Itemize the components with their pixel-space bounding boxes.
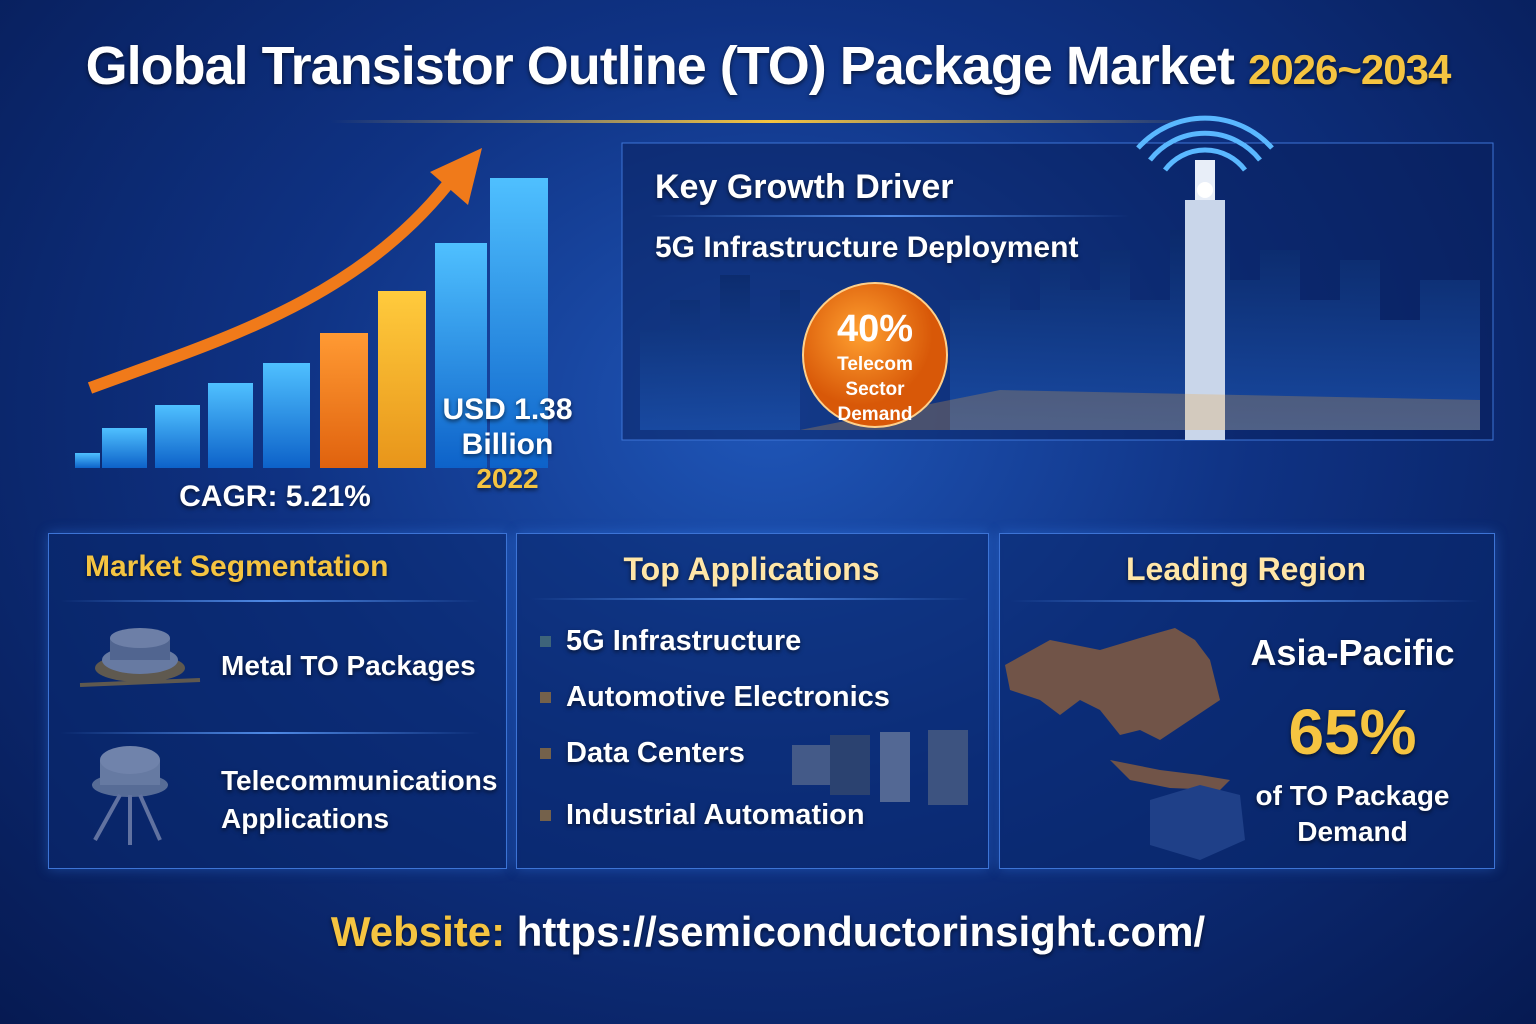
application-item: 5G Infrastructure	[566, 625, 802, 657]
market-unit: Billion	[461, 428, 554, 461]
region-share: 65%	[1288, 696, 1417, 768]
segmentation-panel	[48, 533, 507, 869]
footer: Website: https://semiconductorinsight.co…	[0, 908, 1536, 956]
driver: 5G Infrastructure Deployment	[655, 231, 1079, 264]
growth-bars	[75, 148, 548, 468]
footer-url: https://semiconductorinsight.com/	[516, 908, 1206, 955]
footer-label: Website:	[330, 908, 506, 955]
segmentation-heading: Market Segmentation	[85, 550, 389, 583]
driver-share-label: Telecom Sector Demand	[837, 354, 913, 425]
share-badge	[802, 282, 948, 428]
years: 2026~2034	[1247, 46, 1451, 93]
application-item: Automotive Electronics	[566, 681, 890, 713]
city-skyline	[640, 115, 1480, 440]
region-panel	[999, 533, 1495, 869]
segment-item: Metal TO Packages	[221, 650, 476, 681]
region-name: Asia-Pacific	[1250, 632, 1455, 673]
cagr: CAGR: 5.21%	[179, 480, 371, 513]
segment-item: Telecommunications Applications	[221, 765, 498, 834]
title-underline	[330, 120, 1210, 123]
driver-heading: Key Growth Driver	[655, 168, 954, 206]
driver-share: 40%	[836, 308, 914, 350]
applications-heading: Top Applications	[623, 551, 880, 587]
region-share-label: of TO Package Demand	[1255, 780, 1450, 847]
application-item: Industrial Automation	[566, 799, 865, 831]
market-value: USD 1.38	[442, 393, 573, 426]
applications-panel	[516, 533, 989, 869]
region-heading: Leading Region	[1126, 551, 1366, 587]
application-item: Data Centers	[566, 737, 745, 769]
title-line: Global Transistor Outline (TO) Package M…	[0, 35, 1536, 97]
market-year: 2022	[476, 463, 539, 494]
title: Global Transistor Outline (TO) Package M…	[85, 36, 1235, 96]
